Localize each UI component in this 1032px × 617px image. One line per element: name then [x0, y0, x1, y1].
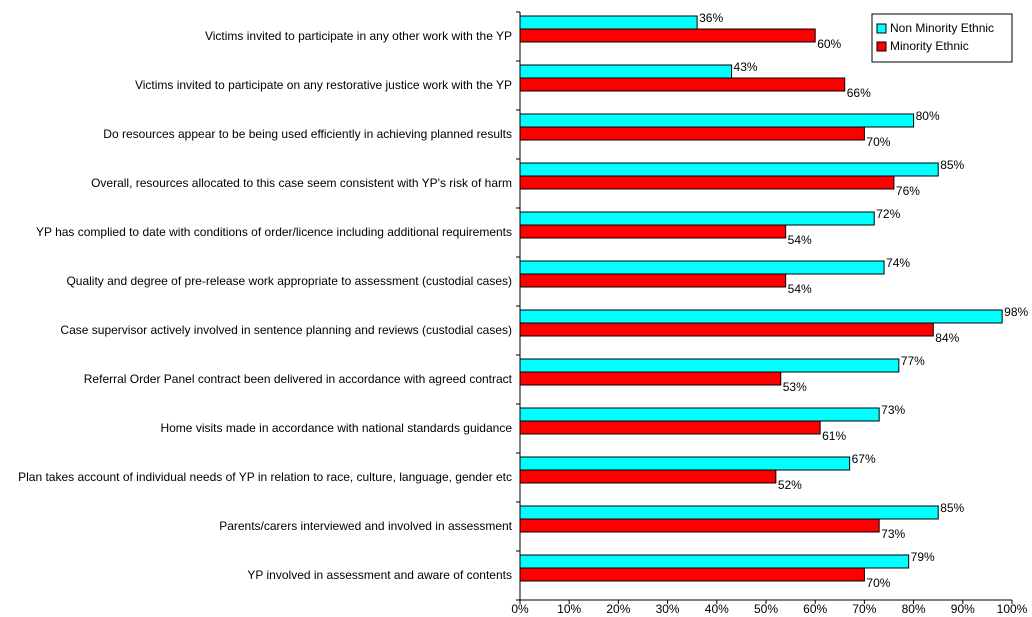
x-tick-label: 10% [557, 602, 581, 616]
legend-box [871, 13, 1013, 63]
bar [519, 371, 782, 386]
legend-swatch [876, 23, 887, 34]
bar [519, 456, 851, 471]
legend-label: Non Minority Ethnic [890, 21, 994, 35]
bar [519, 175, 895, 190]
value-label: 77% [901, 354, 925, 368]
legend-label: Minority Ethnic [890, 39, 969, 53]
bar [519, 211, 875, 226]
category-label: YP has complied to date with conditions … [0, 208, 512, 257]
bar [519, 554, 910, 569]
value-label: 80% [916, 109, 940, 123]
category-label: Do resources appear to be being used eff… [0, 110, 512, 159]
bar [519, 28, 816, 43]
value-label: 74% [886, 256, 910, 270]
category-label: Plan takes account of individual needs o… [0, 453, 512, 502]
category-text: YP has complied to date with conditions … [35, 225, 512, 239]
category-label: Parents/carers interviewed and involved … [0, 502, 512, 551]
value-label: 98% [1004, 305, 1028, 319]
x-tick-label: 70% [852, 602, 876, 616]
category-text: Victims invited to participate in any ot… [204, 29, 512, 43]
bar [519, 420, 821, 435]
bar [519, 15, 698, 30]
category-text: Do resources appear to be being used eff… [103, 127, 512, 141]
value-label: 36% [699, 11, 723, 25]
bar [519, 162, 939, 177]
bar [519, 505, 939, 520]
category-text: Quality and degree of pre-release work a… [66, 274, 512, 288]
bar [519, 358, 900, 373]
x-tick-label: 40% [705, 602, 729, 616]
value-label: 52% [778, 478, 802, 492]
category-text: Victims invited to participate on any re… [134, 78, 512, 92]
value-label: 53% [783, 380, 807, 394]
value-label: 54% [788, 233, 812, 247]
x-tick-label: 90% [951, 602, 975, 616]
category-text: Home visits made in accordance with nati… [160, 421, 512, 435]
x-tick-label: 60% [803, 602, 827, 616]
bar [519, 518, 880, 533]
category-label: Case supervisor actively involved in sen… [0, 306, 512, 355]
value-label: 60% [817, 37, 841, 51]
value-label: 85% [940, 501, 964, 515]
value-label: 84% [935, 331, 959, 345]
legend-swatch [876, 41, 887, 52]
bar [519, 469, 777, 484]
bar [519, 322, 934, 337]
x-tick-label: 80% [902, 602, 926, 616]
value-label: 43% [734, 60, 758, 74]
category-label: Victims invited to participate in any ot… [0, 12, 512, 61]
category-text: Overall, resources allocated to this cas… [91, 176, 512, 190]
category-label: Quality and degree of pre-release work a… [0, 257, 512, 306]
bar [519, 567, 865, 582]
x-tick-label: 0% [511, 602, 529, 616]
value-label: 72% [876, 207, 900, 221]
bar [519, 113, 915, 128]
category-text: Plan takes account of individual needs o… [18, 470, 512, 484]
value-label: 73% [881, 403, 905, 417]
category-label: Referral Order Panel contract been deliv… [0, 355, 512, 404]
x-tick-label: 50% [754, 602, 778, 616]
value-label: 70% [866, 576, 890, 590]
bar [519, 77, 846, 92]
category-label: Victims invited to participate on any re… [0, 61, 512, 110]
bar [519, 64, 733, 79]
value-label: 61% [822, 429, 846, 443]
bar [519, 407, 880, 422]
value-label: 79% [911, 550, 935, 564]
value-label: 70% [866, 135, 890, 149]
category-label: Overall, resources allocated to this cas… [0, 159, 512, 208]
x-tick-label: 30% [656, 602, 680, 616]
bar [519, 224, 787, 239]
category-text: Referral Order Panel contract been deliv… [83, 372, 512, 386]
category-text: YP involved in assessment and aware of c… [247, 568, 512, 582]
category-text: Parents/carers interviewed and involved … [219, 519, 512, 533]
value-label: 76% [896, 184, 920, 198]
value-label: 67% [852, 452, 876, 466]
x-tick-label: 100% [997, 602, 1028, 616]
value-label: 54% [788, 282, 812, 296]
bar [519, 309, 1003, 324]
category-label: Home visits made in accordance with nati… [0, 404, 512, 453]
value-label: 66% [847, 86, 871, 100]
bar [519, 260, 885, 275]
value-label: 73% [881, 527, 905, 541]
bar [519, 126, 865, 141]
bar [519, 273, 787, 288]
category-label: YP involved in assessment and aware of c… [0, 551, 512, 600]
value-label: 85% [940, 158, 964, 172]
category-text: Case supervisor actively involved in sen… [60, 323, 512, 337]
x-tick-label: 20% [606, 602, 630, 616]
